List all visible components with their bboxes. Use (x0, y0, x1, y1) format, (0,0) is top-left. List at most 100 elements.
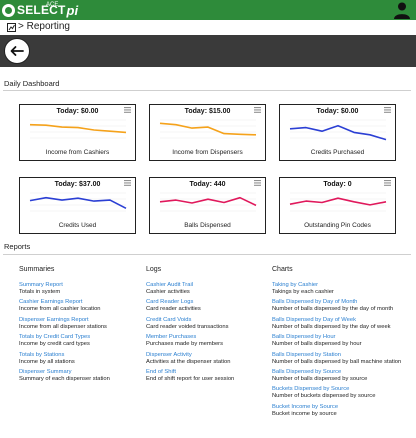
sparkline-chart (159, 119, 257, 139)
report-link[interactable]: End of Shift (146, 368, 176, 375)
report-link[interactable]: Card Reader Logs (146, 299, 194, 306)
report-link[interactable]: Dispenser Activity (146, 351, 192, 358)
logo-pi: pi (66, 2, 79, 18)
sparkline-series (29, 196, 127, 210)
report-item: End of Shift End of shift report for user… (146, 369, 276, 383)
dashboard-card[interactable]: Today: $0.00 Income from Cashiers (19, 104, 136, 161)
card-label: Income from Cashiers (45, 149, 110, 156)
report-link[interactable]: Balls Dispensed by Day of Week (272, 316, 356, 323)
report-item: Taking by Cashier Takings by each cashier (272, 282, 402, 296)
hamburger-menu-icon[interactable] (254, 180, 261, 186)
dashboard-card[interactable]: Today: $0.00 Credits Purchased (279, 104, 396, 161)
report-link[interactable]: Totals by Stations (19, 351, 65, 358)
report-description: Number of balls dispensed by the day of … (272, 323, 391, 330)
report-description: Income by all stations (19, 358, 75, 365)
report-item: Dispenser Activity Activities at the disp… (146, 352, 276, 366)
report-description: Totals in system (19, 289, 61, 295)
dashboard-card[interactable]: Today: 440 Balls Dispensed (149, 177, 266, 234)
toolbar (0, 35, 416, 67)
report-item: Bucket Income by Source Bucket income by … (272, 404, 402, 418)
logo-ball-icon (2, 3, 15, 17)
hamburger-menu-icon[interactable] (124, 180, 131, 186)
dashboard-card[interactable]: Today: 0 Outstanding Pin Codes (279, 177, 396, 234)
report-description: End of shift report for user session (146, 375, 235, 382)
sparkline-chart (29, 119, 127, 139)
report-description: Number of buckets dispensed by source (272, 393, 376, 400)
report-link[interactable]: Credit Card Voids (146, 316, 192, 323)
report-item: Card Reader Logs Card reader activities (146, 299, 276, 313)
report-description: Income from all cashier location (19, 306, 101, 313)
report-link[interactable]: Totals by Credit Card Types (19, 334, 91, 341)
back-arrow-icon (10, 46, 24, 56)
report-link[interactable]: Balls Dispensed by Hour (272, 334, 336, 341)
report-item: Balls Dispensed by Hour Number of balls d… (272, 334, 402, 348)
app-logo[interactable]: SELECT pi ACE (2, 2, 78, 18)
report-link[interactable]: Balls Dispensed by Source (272, 368, 342, 375)
sparkline-series (159, 196, 257, 207)
dashboard-title: Daily Dashboard (4, 79, 60, 88)
report-link[interactable]: Taking by Cashier (272, 282, 319, 288)
report-column-heading: Summaries (19, 266, 55, 273)
report-description: Summary of each dispenser station (19, 375, 110, 382)
card-label: Balls Dispensed (184, 222, 231, 229)
report-column: Charts Taking by Cashier Takings by each c… (272, 266, 402, 421)
top-bar: SELECT pi ACE (0, 0, 416, 20)
report-column-heading: Logs (146, 266, 162, 273)
report-item: Summary Report Totals in system (19, 282, 149, 296)
report-link[interactable]: Dispenser Summary (19, 368, 72, 375)
hamburger-menu-icon[interactable] (384, 180, 391, 186)
reports-divider (3, 254, 411, 255)
report-description: Number of balls dispensed by hour (272, 341, 362, 348)
sparkline-chart (29, 192, 127, 212)
hamburger-menu-icon[interactable] (124, 107, 131, 113)
report-link[interactable]: Balls Dispensed by Station (272, 351, 341, 358)
report-icon (7, 23, 16, 32)
report-item: Buckets Dispensed by Source Number of buc… (272, 386, 402, 400)
report-item: Balls Dispensed by Day of Week Number of … (272, 317, 402, 331)
report-item: Dispenser Earnings Report Income from all… (19, 317, 149, 331)
back-button[interactable] (4, 38, 30, 64)
report-description: Number of balls dispensed by ball machin… (272, 358, 402, 365)
report-description: Takings by each cashier (272, 289, 334, 295)
logo-ace: ACE (46, 2, 59, 8)
report-item: Totals by Credit Card Types Income by cre… (19, 334, 149, 348)
dashboard-card[interactable]: Today: $37.00 Credits Used (19, 177, 136, 234)
report-link[interactable]: Dispenser Earnings Report (19, 316, 89, 323)
report-item: Cashier Earnings Report Income from all c… (19, 299, 149, 313)
report-link[interactable]: Cashier Earnings Report (19, 299, 83, 306)
report-description: Income from all dispenser stations (19, 323, 107, 330)
breadcrumb-text: > Reporting (18, 21, 70, 32)
report-description: Number of balls dispensed by the day of … (272, 306, 394, 313)
card-label: Income from Dispensers (172, 149, 243, 156)
report-item: Credit Card Voids Card reader voided tran… (146, 317, 276, 331)
report-link[interactable]: Cashier Audit Trail (146, 282, 194, 288)
report-link[interactable]: Summary Report (19, 282, 63, 288)
report-link[interactable]: Buckets Dispensed by Source (272, 386, 350, 393)
hamburger-menu-icon[interactable] (384, 107, 391, 113)
report-description: Number of balls dispensed by source (272, 375, 368, 382)
card-today-value: Today: $37.00 (54, 181, 101, 188)
report-link[interactable]: Bucket Income by Source (272, 403, 339, 410)
report-description: Card reader voided transactions (146, 323, 229, 330)
card-today-value: Today: $0.00 (56, 108, 99, 115)
report-link[interactable]: Balls Dispensed by Day of Month (272, 299, 358, 306)
report-item: Balls Dispensed by Source Number of balls… (272, 369, 402, 383)
hamburger-menu-icon[interactable] (254, 107, 261, 113)
sparkline-chart (289, 119, 387, 141)
report-column: Logs Cashier Audit Trail Cashier activitie… (146, 266, 276, 386)
card-today-value: Today: 0 (323, 181, 352, 188)
report-column-heading: Charts (272, 266, 293, 273)
report-item: Cashier Audit Trail Cashier activities (146, 282, 276, 296)
reports-title: Reports (4, 242, 31, 251)
sparkline-chart (289, 192, 387, 212)
report-description: Activities at the dispenser station (146, 358, 231, 365)
dashboard-divider (3, 90, 411, 91)
sparkline-chart (159, 192, 257, 212)
breadcrumb: > Reporting (0, 20, 416, 35)
report-item: Member Purchases Purchases made by member… (146, 334, 276, 348)
report-item: Dispenser Summary Summary of each dispens… (19, 369, 149, 383)
card-label: Credits Used (58, 222, 97, 229)
dashboard-card[interactable]: Today: $15.00 Income from Dispensers (149, 104, 266, 161)
report-link[interactable]: Member Purchases (146, 334, 197, 341)
user-icon[interactable] (393, 1, 411, 19)
